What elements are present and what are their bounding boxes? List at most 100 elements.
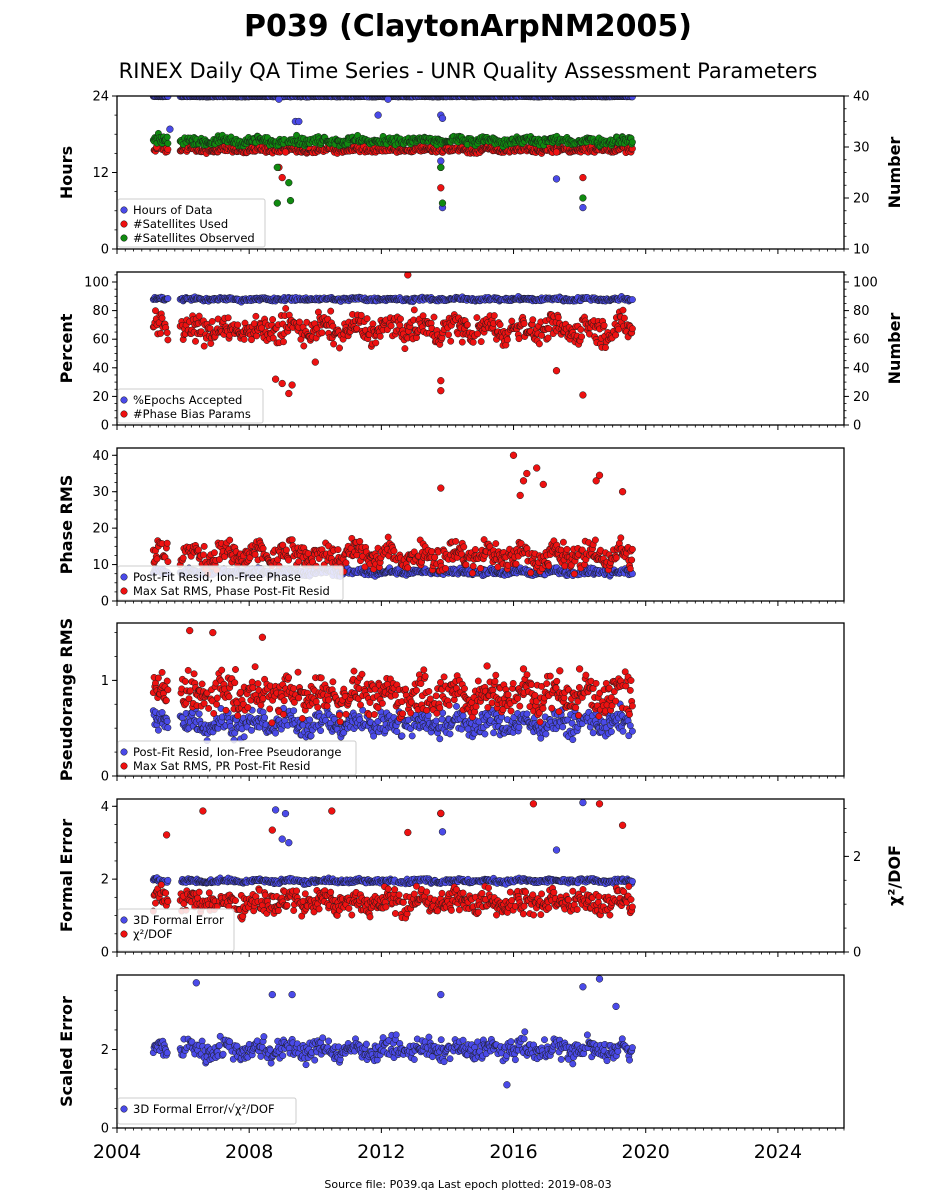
data-point xyxy=(490,729,498,737)
data-point xyxy=(452,537,460,545)
data-point xyxy=(269,334,277,342)
data-point xyxy=(515,723,523,731)
data-point xyxy=(398,732,406,740)
data-point xyxy=(251,551,259,558)
data-point xyxy=(356,537,364,545)
series-2-points xyxy=(149,451,636,578)
y-axis-label: Phase RMS xyxy=(57,475,76,575)
data-point xyxy=(626,565,634,573)
outlier-point xyxy=(281,148,290,156)
outlier-point xyxy=(311,358,319,366)
data-point xyxy=(195,312,203,320)
outlier-point xyxy=(592,477,600,485)
panel-2: 020406080100Percent020406080100Number%Ep… xyxy=(57,271,904,434)
data-point xyxy=(387,322,395,330)
y-tick-label: 10 xyxy=(92,558,109,573)
legend-label: #Satellites Used xyxy=(133,217,228,231)
data-point xyxy=(158,314,166,322)
y-tick-label: 20 xyxy=(92,522,109,537)
legend-label: Max Sat RMS, Phase Post-Fit Resid xyxy=(133,584,330,598)
y-tick-label: 0 xyxy=(101,243,109,258)
legend-marker xyxy=(120,234,128,242)
data-point xyxy=(252,312,260,320)
y-tick-label: 0 xyxy=(101,595,109,610)
data-point xyxy=(240,733,248,741)
data-point xyxy=(615,325,623,333)
y-axis-label: Hours xyxy=(57,146,76,199)
x-ticks xyxy=(116,601,845,606)
series-2-points xyxy=(149,626,636,727)
data-point xyxy=(285,556,293,564)
data-point xyxy=(248,726,255,734)
legend-label: #Phase Bias Params xyxy=(133,407,251,421)
data-point xyxy=(153,555,161,563)
data-point xyxy=(492,540,500,548)
data-point xyxy=(408,732,416,740)
data-point xyxy=(357,311,365,319)
data-point xyxy=(559,538,567,546)
data-point xyxy=(390,547,398,555)
outlier-point xyxy=(552,175,561,183)
data-point xyxy=(628,296,636,304)
outlier-point xyxy=(404,272,412,279)
legend-box xyxy=(117,198,266,248)
series-2-points xyxy=(149,272,636,399)
data-point xyxy=(520,320,528,328)
outlier-point xyxy=(533,464,541,472)
data-point xyxy=(545,562,553,570)
y-tick-label-right: 60 xyxy=(853,333,870,348)
data-point xyxy=(625,732,633,740)
x-ticks xyxy=(116,425,845,430)
data-point xyxy=(453,702,460,710)
data-point xyxy=(617,534,625,542)
data-point xyxy=(477,564,484,572)
data-point xyxy=(207,340,215,347)
data-point xyxy=(397,315,404,323)
y-tick-label: 40 xyxy=(92,449,109,464)
y-axis-label-right: Number xyxy=(885,137,904,209)
figure-title: P039 (ClaytonArpNM2005) xyxy=(244,9,692,44)
outlier-point xyxy=(552,367,561,375)
y-tick-label: 60 xyxy=(92,333,109,348)
figure-subtitle: RINEX Daily QA Time Series - UNR Quality… xyxy=(119,59,818,83)
data-point xyxy=(234,321,242,329)
data-point xyxy=(194,546,202,554)
data-point xyxy=(442,565,450,572)
data-point xyxy=(474,330,482,338)
data-point xyxy=(179,554,187,562)
y-tick-label: 12 xyxy=(92,166,109,181)
data-point xyxy=(431,553,439,561)
data-point xyxy=(469,562,477,570)
outlier-point xyxy=(278,379,286,388)
outlier-point xyxy=(275,96,283,103)
data-point xyxy=(370,732,378,740)
data-point xyxy=(163,329,171,337)
data-point xyxy=(272,729,279,737)
y-tick-label: 80 xyxy=(92,304,109,319)
data-point xyxy=(628,545,636,553)
series-3-points xyxy=(149,129,636,207)
data-point xyxy=(628,138,636,146)
legend: %Epochs Accepted#Phase Bias Params xyxy=(117,388,264,424)
outlier-point xyxy=(285,389,293,398)
legend-label: %Epochs Accepted xyxy=(133,393,242,407)
data-point xyxy=(559,723,567,731)
data-point xyxy=(535,340,543,348)
data-point xyxy=(280,338,287,346)
outlier-point xyxy=(295,117,303,126)
data-point xyxy=(307,732,315,740)
data-point xyxy=(306,716,314,724)
outlier-point xyxy=(374,111,382,119)
data-point xyxy=(612,331,620,339)
outlier-point xyxy=(438,199,447,207)
data-point xyxy=(628,556,636,564)
data-point xyxy=(363,315,371,323)
outlier-point xyxy=(286,196,295,205)
data-point xyxy=(330,340,338,348)
outlier-point xyxy=(523,469,531,478)
outlier-point xyxy=(579,391,587,399)
data-point xyxy=(529,316,537,324)
